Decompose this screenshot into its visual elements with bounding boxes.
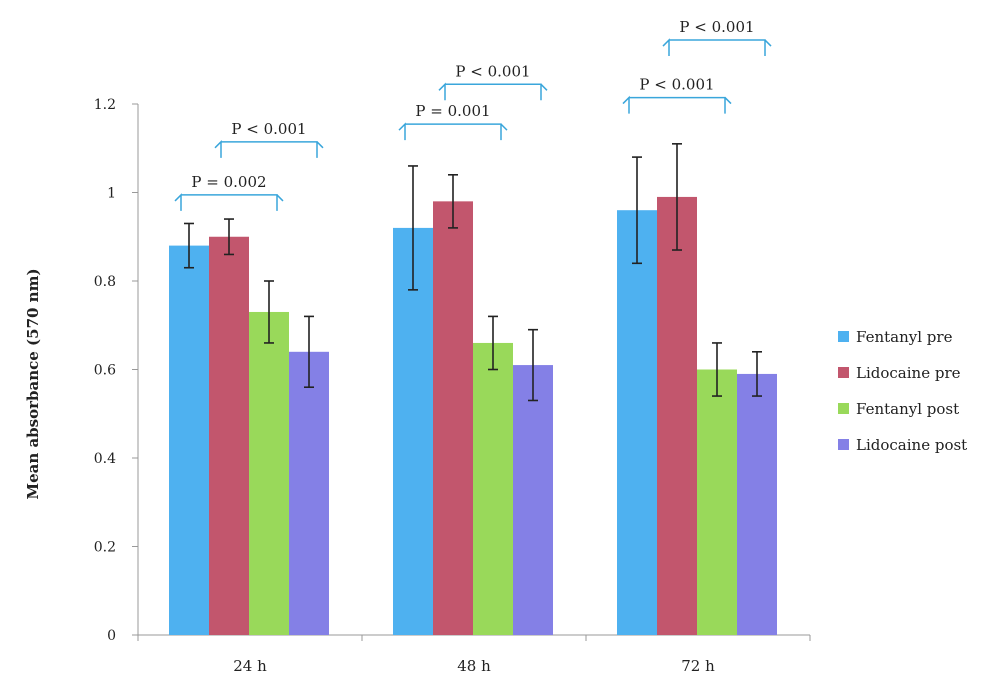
bar (433, 201, 473, 635)
legend-label: Fentanyl post (856, 400, 959, 418)
bar (513, 365, 553, 635)
legend: Fentanyl pre Lidocaine pre Fentanyl post Li… (838, 328, 967, 454)
x-tick-label: 24 h (233, 657, 267, 675)
bar (209, 236, 249, 635)
axes: 0 0.2 0.4 0.6 0.8 1 1.2 24 h 48 h 72 h (94, 97, 811, 675)
significance-bracket (622, 95, 732, 114)
y-tick-label: 1 (107, 186, 116, 202)
bar (249, 311, 289, 635)
p-value-label: P < 0.001 (679, 18, 754, 36)
x-tick-label: 48 h (457, 657, 491, 675)
p-value-label: P < 0.001 (455, 62, 530, 80)
y-tick-label: 0.6 (94, 363, 116, 379)
significance-bracket (174, 193, 284, 211)
bar (473, 342, 513, 635)
y-tick-label: 0.2 (94, 540, 116, 556)
significance-bracket (214, 140, 324, 158)
bar (697, 369, 737, 635)
y-tick-label: 0 (107, 628, 116, 644)
bar (393, 227, 433, 635)
legend-label: Lidocaine pre (856, 364, 961, 382)
legend-swatch (838, 331, 849, 342)
p-value-label: P < 0.001 (231, 120, 306, 138)
bar (737, 373, 777, 635)
bar (169, 245, 209, 635)
p-value-label: P < 0.001 (639, 76, 714, 94)
y-axis-label: Mean absorbance (570 nm) (24, 268, 42, 499)
legend-label: Fentanyl pre (856, 328, 953, 346)
y-tick-label: 0.8 (94, 274, 116, 290)
significance-annotations: P = 0.002 P < 0.001 P = 0.001 P < 0.001 P < … (174, 18, 772, 211)
p-value-label: P = 0.002 (191, 173, 266, 191)
p-value-label: P = 0.001 (415, 102, 490, 120)
legend-label: Lidocaine post (856, 436, 967, 454)
legend-swatch (838, 403, 849, 414)
legend-swatch (838, 367, 849, 378)
significance-bracket (438, 82, 548, 101)
bar (289, 351, 329, 635)
x-tick-label: 72 h (681, 657, 715, 675)
bar (617, 210, 657, 635)
y-tick-label: 1.2 (94, 97, 116, 113)
significance-bracket (662, 38, 772, 57)
bars (169, 143, 777, 636)
y-tick-label: 0.4 (94, 451, 116, 467)
legend-swatch (838, 439, 849, 450)
bar (657, 196, 697, 636)
significance-bracket (398, 122, 508, 141)
